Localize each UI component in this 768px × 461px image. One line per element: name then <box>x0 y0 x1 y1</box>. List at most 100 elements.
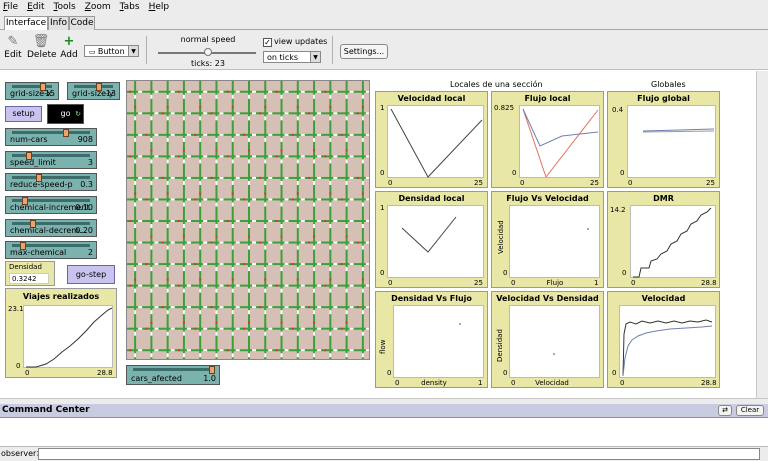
car-marker <box>284 327 289 330</box>
plot-velocidad-vs-densidad: Velocidad Vs Densidad Densidad 0 0 Veloc… <box>491 291 604 388</box>
signal-red <box>291 327 294 330</box>
command-input[interactable] <box>38 448 760 460</box>
signal-red <box>150 321 153 324</box>
car-marker <box>199 202 202 207</box>
plot-area <box>509 205 600 278</box>
edit-button[interactable]: ✎ Edit <box>1 34 25 66</box>
car-marker <box>134 202 137 207</box>
car-marker <box>345 245 348 250</box>
car-marker <box>199 288 202 293</box>
data-point <box>553 353 555 355</box>
car-marker <box>349 198 354 201</box>
car-marker <box>154 90 159 93</box>
car-marker <box>170 306 175 309</box>
car-marker <box>313 94 316 99</box>
update-mode-dropdown[interactable]: on ticks ▼ <box>263 51 321 63</box>
speed-slider-knob[interactable] <box>204 48 212 56</box>
max-chemical-slider[interactable]: max-chemical 2 <box>5 241 97 259</box>
world-view[interactable] <box>126 80 370 360</box>
menu-help[interactable]: Help <box>148 2 170 12</box>
car-marker <box>361 245 364 250</box>
plot-title: Flujo local <box>524 94 571 103</box>
slider-handle[interactable] <box>96 83 102 91</box>
speed-limit-slider[interactable]: speed_limit 3 <box>5 151 97 169</box>
signal-red <box>182 149 185 152</box>
menu-tabs[interactable]: Tabs <box>119 2 140 12</box>
view-updates-checkbox[interactable]: ✓ <box>263 38 272 47</box>
slider-handle[interactable] <box>26 152 32 160</box>
chemical-increment-slider[interactable]: chemical-increment 0.10 <box>5 196 97 214</box>
grid-size-x-slider[interactable]: grid-size-x 15 <box>5 82 59 100</box>
reduce-speed-p-slider[interactable]: reduce-speed-p 0.3 <box>5 173 97 191</box>
go-button[interactable]: go ↻ <box>47 104 84 124</box>
agent-prompt[interactable]: observer> <box>1 449 43 458</box>
car-marker <box>134 180 137 185</box>
velocidad-blue-line <box>622 325 713 377</box>
plot-title: Densidad Vs Flujo <box>391 294 472 303</box>
plot-title: Flujo Vs Velocidad <box>506 194 589 203</box>
splitter-bar[interactable] <box>0 398 768 404</box>
menu-file[interactable]: File <box>3 2 19 12</box>
section-label-local: Locales de una sección <box>450 80 543 89</box>
car-marker <box>235 349 240 352</box>
delete-button[interactable]: 🗑 Delete <box>27 34 57 66</box>
tab-info[interactable]: Info <box>48 16 69 30</box>
road-horizontal <box>127 198 369 201</box>
tab-interface[interactable]: Interface <box>4 16 48 31</box>
go-step-button[interactable]: go-step <box>67 265 115 284</box>
car-marker <box>349 220 354 222</box>
car-marker <box>235 284 240 287</box>
road-horizontal <box>127 349 369 352</box>
road-grid <box>127 81 369 359</box>
setup-button[interactable]: setup <box>5 106 42 122</box>
slider-handle[interactable] <box>20 242 26 250</box>
plot-canvas <box>26 307 113 368</box>
car-marker <box>284 198 289 201</box>
car-marker <box>150 202 153 207</box>
signal-red <box>329 192 332 195</box>
slider-handle[interactable] <box>40 83 46 91</box>
slider-handle[interactable] <box>22 197 28 205</box>
car-marker <box>264 159 267 164</box>
car-marker <box>182 331 185 336</box>
add-button[interactable]: + Add <box>57 34 81 66</box>
y-max: 23.1 <box>8 305 24 313</box>
car-marker <box>166 310 169 315</box>
car-marker <box>199 267 202 272</box>
slider-value: 0.10 <box>75 203 93 212</box>
clear-button[interactable]: Clear <box>736 405 764 416</box>
car-marker <box>199 245 202 250</box>
widget-type-dropdown[interactable]: ▭ Button ▼ <box>84 45 139 57</box>
slider-label: speed_limit <box>10 158 56 167</box>
x-axis-label: density <box>421 379 447 387</box>
signal-red <box>324 284 327 287</box>
car-marker <box>264 116 267 121</box>
slider-handle[interactable] <box>36 174 42 182</box>
car-marker <box>264 310 267 315</box>
car-marker <box>248 224 250 228</box>
num-cars-slider[interactable]: num-cars 908 <box>5 128 97 146</box>
grid-size-y-slider[interactable]: grid-size-y 13 <box>67 82 120 100</box>
car-marker <box>182 353 185 358</box>
car-marker <box>264 137 267 142</box>
vertical-scrollbar[interactable] <box>756 71 768 398</box>
settings-button[interactable]: Settings... <box>340 44 388 59</box>
car-marker <box>215 137 218 142</box>
chemical-decrement-slider[interactable]: chemical-decrem... 0.20 <box>5 219 97 237</box>
car-marker <box>313 159 316 164</box>
car-marker <box>317 241 322 244</box>
slider-handle[interactable] <box>30 220 36 228</box>
car-marker <box>150 94 153 99</box>
tab-code[interactable]: Code <box>69 16 95 30</box>
menu-edit[interactable]: Edit <box>27 2 45 12</box>
plot-title: Densidad local <box>398 194 465 203</box>
toggle-layout-button[interactable]: ⇄ <box>718 405 732 416</box>
menu-tools[interactable]: Tools <box>53 2 76 12</box>
menu-bar: File Edit Tools Zoom Tabs Help <box>0 0 768 14</box>
car-marker <box>317 112 322 115</box>
menu-zoom[interactable]: Zoom <box>84 2 111 12</box>
slider-handle[interactable] <box>63 129 69 137</box>
command-input-row: observer> <box>0 447 768 461</box>
car-marker <box>268 327 273 330</box>
car-marker <box>154 349 159 352</box>
